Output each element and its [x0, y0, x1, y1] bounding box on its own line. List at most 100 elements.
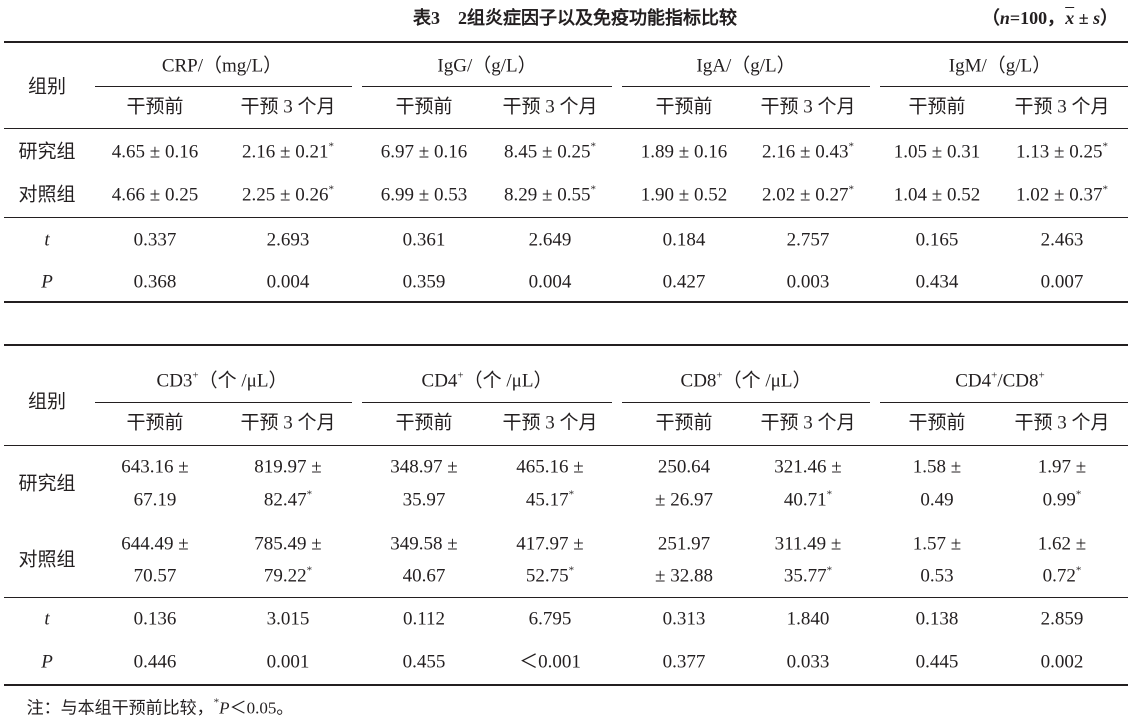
group-header: 组别 [27, 76, 67, 97]
cell-line: 82.47* [263, 488, 313, 511]
significance-mark: * [1075, 564, 1082, 577]
text-run: CRP/（mg/L） [161, 55, 283, 77]
cell: 4.65 ± 0.16 [111, 141, 199, 163]
sub-header: 干预前 [655, 96, 713, 118]
rule-line [4, 127, 1128, 129]
rule-line [362, 401, 612, 403]
cell: 1.05 ± 0.31 [893, 141, 981, 163]
significance-mark: * [568, 488, 575, 501]
column-header: CD4+/CD8+ [955, 369, 1045, 392]
significance-mark: * [826, 488, 833, 501]
cell: 2.463 [1040, 229, 1084, 251]
rule-line [95, 401, 352, 403]
text-run: 注：与本组干预前比较， [26, 698, 214, 718]
cell-line: ± 26.97 [655, 489, 713, 511]
text-run: ± [1074, 8, 1094, 28]
footnote: 注：与本组干预前比较，*P＜0.05。 [26, 697, 294, 718]
sub-header: 干预前 [126, 96, 184, 118]
text-run: IgA/（g/L） [696, 55, 796, 77]
cell-line: 465.16 ± [516, 456, 584, 478]
cell-line: 2.16 ± 0.21* [242, 140, 334, 163]
sub-header: 干预前 [908, 96, 966, 118]
cell-line: 40.67 [402, 565, 446, 587]
cell-line: 2.02 ± 0.27* [762, 183, 854, 206]
cell: 0.001 [266, 651, 310, 673]
cell: 0.165 [915, 229, 959, 251]
cell: 0.434 [915, 271, 959, 293]
superscript: + [991, 369, 998, 382]
rule-line [880, 401, 1128, 403]
rule-line [4, 40, 1128, 44]
cell: 2.693 [266, 229, 310, 251]
cell-line: 35.97 [402, 489, 446, 511]
significance-mark: * [568, 564, 575, 577]
row-label: t [44, 229, 50, 251]
cell-line: 8.45 ± 0.25* [504, 140, 596, 163]
cell-line: 348.97 ± [390, 456, 458, 478]
text-run: CD3 [156, 370, 193, 392]
cell: 0.002 [1040, 651, 1084, 673]
sub-header: 干预前 [655, 412, 713, 434]
cell-line: 417.97 ± [516, 533, 584, 555]
sub-header: 干预 3 个月 [240, 412, 336, 434]
cell: 1.90 ± 0.52 [640, 184, 728, 206]
cell-line: 819.97 ± [254, 456, 322, 478]
cell: 0.427 [662, 271, 706, 293]
cell: 1.840 [786, 608, 830, 630]
rule-line [622, 85, 870, 87]
sub-header: 干预 3 个月 [760, 96, 856, 118]
superscript: + [192, 369, 199, 382]
text-run: ） [1100, 8, 1119, 28]
text-run: /CD8 [997, 370, 1039, 392]
sub-header: 干预 3 个月 [240, 96, 336, 118]
cell-line: 40.71* [783, 488, 833, 511]
cell: 0.003 [786, 271, 830, 293]
cell-line: 52.75* [525, 564, 575, 587]
cell: 4.66 ± 0.25 [111, 184, 199, 206]
table-title: 表3 2组炎症因子以及免疫功能指标比较 [413, 8, 737, 28]
cell: 0.377 [662, 651, 706, 673]
cell-line: 79.22* [263, 564, 313, 587]
text-run: （ [981, 8, 1000, 28]
cell: 0.033 [786, 651, 830, 673]
superscript: + [457, 369, 464, 382]
cell: 0.368 [133, 271, 177, 293]
cell: 6.99 ± 0.53 [380, 184, 468, 206]
cell-line: 45.17* [525, 488, 575, 511]
cell: 0.313 [662, 608, 706, 630]
significance-mark: * [848, 140, 854, 153]
significance-mark: * [306, 488, 313, 501]
cell-line: 70.57 [133, 565, 177, 587]
rule-line [4, 216, 1128, 218]
sub-header: 干预 3 个月 [1014, 412, 1110, 434]
cell-line: 311.49 ± [774, 533, 842, 555]
text-run: （个 /μL） [198, 370, 288, 392]
cell: 0.138 [915, 608, 959, 630]
cell: 0.359 [402, 271, 446, 293]
rule-line [95, 85, 352, 87]
cell-line: 8.29 ± 0.55* [504, 183, 596, 206]
cell-line: 321.46 ± [774, 456, 842, 478]
cell-line: 1.02 ± 0.37* [1016, 183, 1108, 206]
text-run: CD4 [955, 370, 992, 392]
significance-mark: * [328, 140, 334, 153]
row-label: P [41, 271, 53, 293]
column-header: CD3+（个 /μL） [156, 369, 288, 392]
cell-line: 349.58 ± [390, 533, 458, 555]
cell: 1.89 ± 0.16 [640, 141, 728, 163]
text-run: IgG/（g/L） [437, 55, 537, 77]
superscript: + [1038, 369, 1045, 382]
rule-line [4, 683, 1128, 687]
row-label: t [44, 608, 50, 630]
text-run: （个 /μL） [722, 370, 812, 392]
cell: 2.859 [1040, 608, 1084, 630]
cell-line: 67.19 [133, 489, 177, 511]
cell-line: 1.62 ± [1037, 533, 1087, 555]
italic-text: P [219, 698, 230, 718]
cell: 0.445 [915, 651, 959, 673]
column-header: CD4+（个 /μL） [422, 369, 553, 391]
significance-mark: * [826, 564, 833, 577]
significance-mark: * [306, 564, 313, 577]
cell-line: 2.25 ± 0.26* [242, 183, 334, 206]
